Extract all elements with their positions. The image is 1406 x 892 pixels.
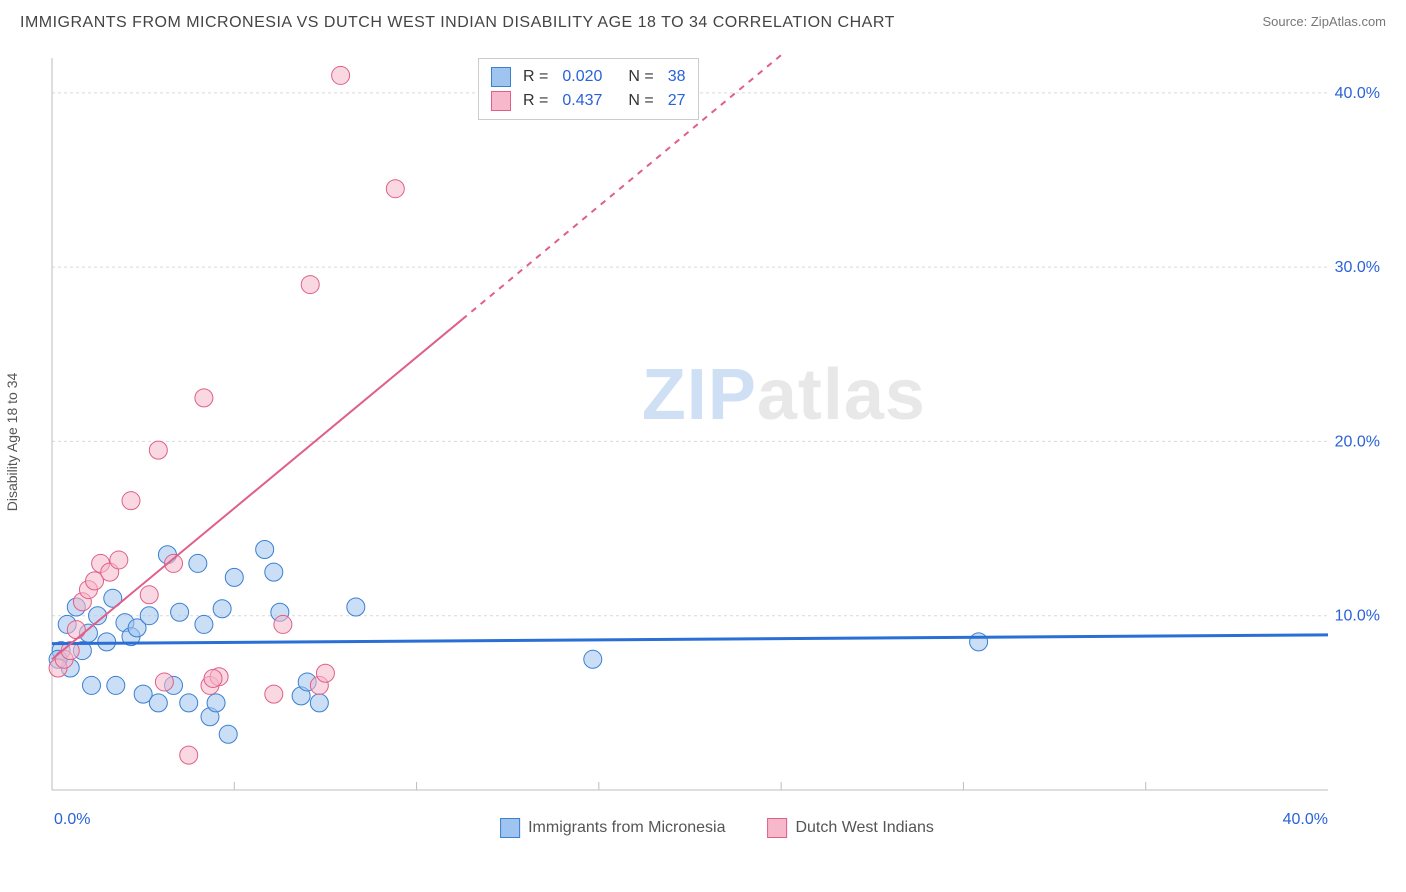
legend-item: Dutch West Indians [767, 818, 933, 838]
source-label: Source: ZipAtlas.com [1262, 14, 1386, 29]
svg-text:40.0%: 40.0% [1335, 85, 1380, 102]
svg-text:30.0%: 30.0% [1335, 259, 1380, 276]
series-swatch-icon [767, 818, 787, 838]
legend-item: Immigrants from Micronesia [500, 818, 725, 838]
scatter-plot: 10.0% 20.0% 30.0% 40.0% 0.0% 40.0% [48, 52, 1386, 832]
series-swatch-icon [491, 67, 511, 87]
y-axis-label: Disability Age 18 to 34 [4, 373, 20, 512]
series-swatch-icon [491, 91, 511, 111]
svg-text:10.0%: 10.0% [1335, 608, 1380, 625]
legend-label: Dutch West Indians [795, 819, 933, 837]
series-swatch-icon [500, 818, 520, 838]
correlation-chart: Disability Age 18 to 34 ZIPatlas 10.0%20… [48, 52, 1386, 832]
svg-text:40.0%: 40.0% [1283, 811, 1328, 828]
legend-stats: R = 0.020 N = 38 R = 0.437 N = 27 [478, 58, 699, 120]
legend-label: Immigrants from Micronesia [528, 819, 725, 837]
svg-text:0.0%: 0.0% [54, 811, 90, 828]
legend-series: Immigrants from Micronesia Dutch West In… [500, 818, 934, 838]
svg-text:20.0%: 20.0% [1335, 433, 1380, 450]
legend-stat-row: R = 0.020 N = 38 [491, 65, 686, 89]
legend-stat-row: R = 0.437 N = 27 [491, 89, 686, 113]
page-title: IMMIGRANTS FROM MICRONESIA VS DUTCH WEST… [20, 14, 895, 32]
